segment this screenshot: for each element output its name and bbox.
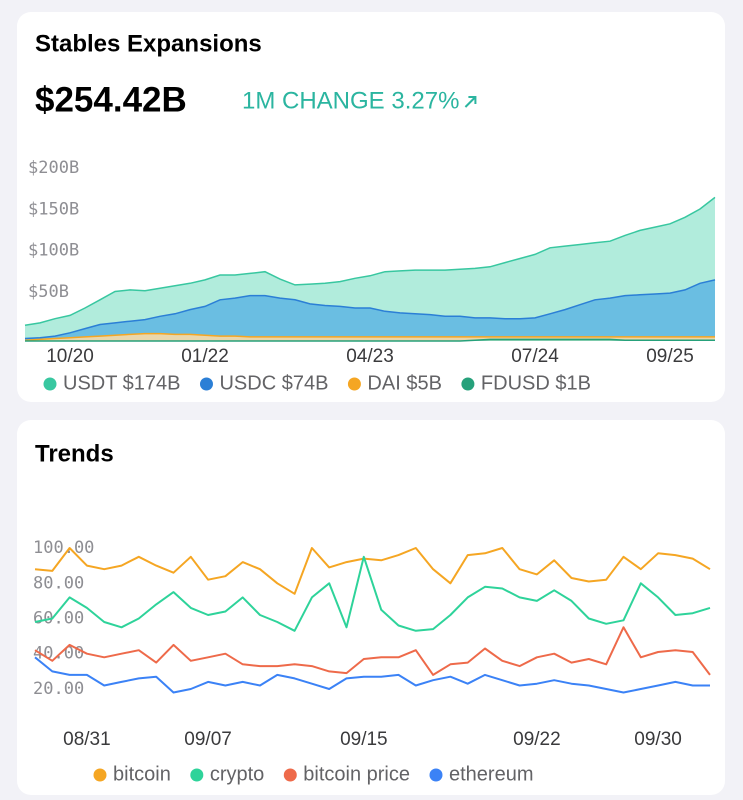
line — [34, 555, 711, 632]
legend-dot — [43, 377, 57, 391]
legend-label: FDUSD $1B — [481, 372, 591, 394]
card-title: Stables Expansions — [35, 30, 262, 57]
legend-label: USDT $174B — [63, 372, 180, 394]
legend-dot — [93, 768, 107, 782]
area — [25, 279, 715, 341]
card-title: Trends — [35, 440, 114, 467]
legend-dot — [461, 377, 475, 391]
legend-label: crypto — [210, 763, 264, 785]
legend-label: DAI $5B — [367, 372, 441, 394]
card — [17, 420, 725, 795]
line — [34, 656, 710, 694]
x-tick-label: 09/30 — [634, 729, 682, 750]
area-line — [24, 279, 716, 340]
area-line — [25, 338, 715, 342]
legend-dot — [199, 377, 213, 391]
legend-dot — [283, 768, 297, 782]
y-tick-label: $100B — [28, 241, 79, 261]
legend-label: bitcoin price — [303, 763, 410, 785]
y-tick-label: $150B — [28, 199, 79, 219]
y-tick-label: 20.00 — [33, 679, 84, 699]
legend-dot — [347, 377, 361, 391]
legend-dot — [429, 768, 443, 782]
line — [34, 547, 711, 595]
x-tick-label: 07/24 — [511, 346, 559, 367]
y-tick-label: $50B — [28, 282, 69, 302]
x-tick-label: 09/15 — [340, 729, 388, 750]
area-line — [24, 196, 716, 327]
area-line — [24, 332, 715, 341]
change: 1M CHANGE 3.27% — [242, 87, 459, 114]
x-tick-label: 10/20 — [46, 346, 94, 367]
x-tick-label: 04/23 — [346, 346, 394, 367]
headline: $254.42B — [35, 80, 187, 119]
x-tick-label: 08/31 — [63, 729, 111, 750]
x-tick-label: 01/22 — [181, 346, 229, 367]
card — [17, 12, 725, 402]
y-tick-label: 100.00 — [33, 538, 94, 558]
legend-dot — [190, 768, 204, 782]
x-tick-label: 09/25 — [646, 346, 694, 367]
y-tick-label: $200B — [28, 158, 79, 178]
legend-label: bitcoin — [113, 763, 171, 785]
arrow-icon — [464, 96, 477, 108]
x-tick-label: 09/07 — [184, 729, 232, 750]
legend-label: ethereum — [449, 763, 534, 785]
y-tick-label: 60.00 — [33, 609, 84, 629]
y-tick-label: 80.00 — [33, 573, 84, 593]
x-tick-label: 09/22 — [513, 729, 561, 750]
legend-label: USDC $74B — [219, 372, 328, 394]
line — [34, 626, 711, 676]
area — [25, 197, 715, 341]
